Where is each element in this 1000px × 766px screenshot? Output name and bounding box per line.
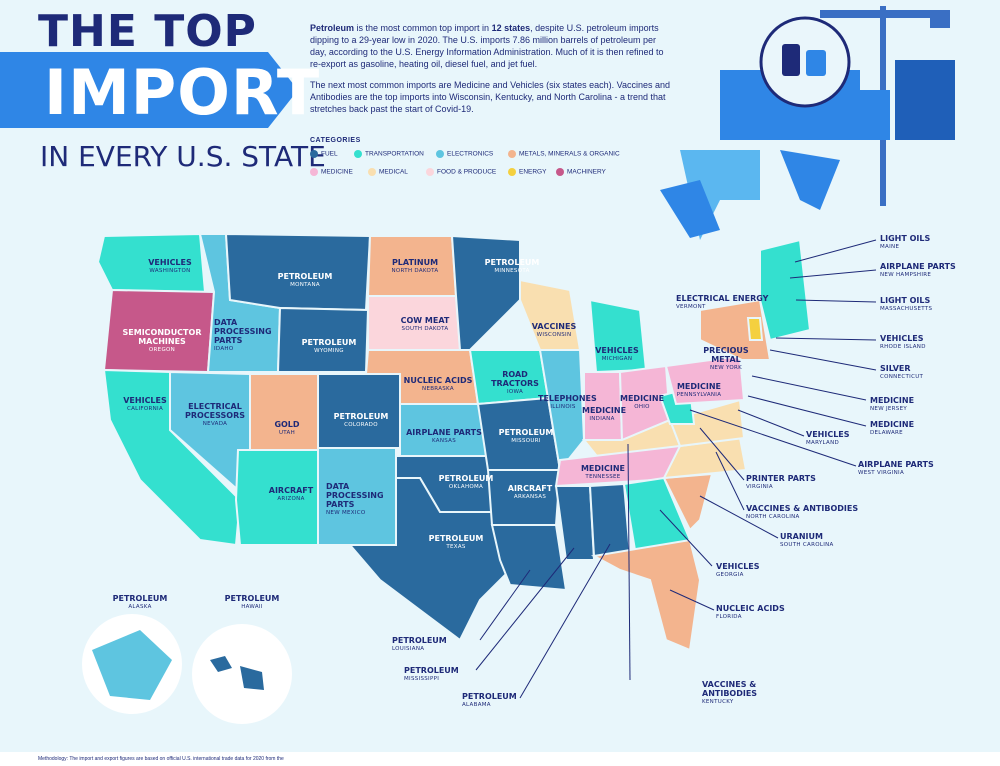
label-wisconsin: VACCINES WISCONSIN	[531, 322, 577, 338]
label-new-york: PRECIOUS METAL NEW YORK	[703, 346, 749, 371]
callout-delaware: MEDICINE DELAWARE	[870, 420, 915, 436]
label-texas: PETROLEUM TEXAS	[428, 534, 484, 550]
intro-paragraph-1: Petroleum is the most common top import …	[310, 23, 664, 69]
label-kansas: AIRPLANE PARTS KANSAS	[406, 428, 482, 444]
callout-louisiana: PETROLEUM LOUISIANA	[392, 636, 447, 652]
state-vermont	[746, 317, 764, 341]
legend-item-machinery: MACHINERY	[556, 168, 606, 176]
callout-virginia: PRINTER PARTS VIRGINIA	[746, 474, 816, 490]
legend-item-medicine: MEDICINE	[310, 168, 353, 176]
legend-item-fuel: FUEL	[310, 150, 338, 158]
state-virginia	[668, 398, 746, 448]
state-utah	[249, 373, 319, 451]
state-texas	[347, 477, 522, 642]
title-banner	[0, 52, 298, 128]
label-oklahoma: PETROLEUM OKLAHOMA	[438, 474, 494, 490]
legend-item-electronics: ELECTRONICS	[436, 150, 493, 158]
label-idaho: DATA PROCESSING PARTS IDAHO	[214, 318, 272, 352]
callout-rhode-island: VEHICLES RHODE ISLAND	[880, 334, 926, 350]
callout-massachusetts: LIGHT OILS MASSACHUSETTS	[880, 296, 933, 312]
label-nebraska: NUCLEIC ACIDS NEBRASKA	[403, 376, 473, 392]
callout-new-hampshire: AIRPLANE PARTS NEW HAMPSHIRE	[880, 262, 956, 278]
label-hawaii: PETROLEUM HAWAII	[224, 594, 280, 610]
callout-west-virginia: AIRPLANE PARTS WEST VIRGINIA	[858, 460, 934, 476]
callout-new-jersey: MEDICINE NEW JERSEY	[870, 396, 915, 412]
callout-alabama: PETROLEUM ALABAMA	[462, 692, 517, 708]
callout-kentucky: VACCINES & ANTIBODIES KENTUCKY	[702, 680, 758, 705]
label-alaska: PETROLEUM ALASKA	[112, 594, 168, 610]
label-ohio: MEDICINE OHIO	[620, 394, 665, 410]
label-tennessee: MEDICINE TENNESSEE	[580, 464, 626, 480]
intro-paragraph-2: The next most common imports are Medicin…	[310, 80, 670, 114]
legend-item-metals: METALS, MINERALS & ORGANIC	[508, 150, 620, 158]
state-alabama	[588, 482, 632, 558]
callout-mississippi: PETROLEUM MISSISSIPPI	[404, 666, 459, 682]
state-florida	[590, 538, 702, 652]
label-south-dakota: COW MEAT SOUTH DAKOTA	[400, 316, 450, 332]
arrows-illustration	[660, 150, 840, 240]
label-nevada: ELECTRICAL PROCESSORS NEVADA	[184, 402, 246, 427]
label-michigan: VEHICLES MICHIGAN	[595, 346, 639, 362]
label-minnesota: PETROLEUM MINNESOTA	[484, 258, 540, 274]
state-arizona	[234, 449, 319, 546]
state-new-york	[699, 298, 772, 361]
label-indiana: MEDICINE INDIANA	[582, 406, 627, 422]
callout-north-carolina: VACCINES & ANTIBODIES NORTH CAROLINA	[746, 504, 859, 520]
label-north-dakota: PLATINUM NORTH DAKOTA	[391, 258, 439, 274]
title-line-1: THE TOP	[38, 6, 257, 57]
label-oregon: SEMICONDUCTOR MACHINES OREGON	[122, 328, 202, 353]
intro-text: Petroleum is the most common top import …	[310, 22, 670, 124]
label-iowa: ROAD TRACTORS IOWA	[491, 370, 539, 395]
state-new-england	[759, 238, 812, 342]
state-wisconsin	[519, 278, 582, 351]
callout-maryland: VEHICLES MARYLAND	[806, 430, 850, 446]
callout-florida: NUCLEIC ACIDS FLORIDA	[716, 604, 785, 620]
label-utah: GOLD UTAH	[274, 420, 300, 436]
label-california: VEHICLES CALIFORNIA	[123, 396, 167, 412]
title-line-3: IN EVERY U.S. STATE	[40, 140, 326, 173]
callout-georgia: VEHICLES GEORGIA	[716, 562, 760, 578]
crane-illustration	[720, 6, 955, 206]
label-arkansas: AIRCRAFT ARKANSAS	[507, 484, 553, 500]
legend-swatch-fuel	[310, 150, 318, 158]
label-washington: VEHICLES WASHINGTON	[148, 258, 192, 274]
title-line-2: IMPORT	[44, 56, 321, 129]
label-colorado: PETROLEUM COLORADO	[333, 412, 389, 428]
state-mississippi	[554, 485, 596, 561]
footer: Methodology: The import and export figur…	[0, 752, 1000, 766]
legend-item-transportation: TRANSPORTATION	[354, 150, 424, 158]
label-pennsylvania: MEDICINE PENNSYLVANIA	[676, 382, 722, 398]
state-louisiana	[490, 524, 568, 592]
label-wyoming: PETROLEUM WYOMING	[301, 338, 357, 354]
label-montana: PETROLEUM MONTANA	[277, 272, 333, 288]
callout-vermont: ELECTRICAL ENERGY VERMONT	[676, 294, 769, 310]
label-new-mexico: DATA PROCESSING PARTS NEW MEXICO	[326, 482, 384, 516]
label-missouri: PETROLEUM MISSOURI	[498, 428, 554, 444]
legend-item-medical: MEDICAL	[368, 168, 408, 176]
callout-maine: LIGHT OILS MAINE	[880, 234, 931, 250]
legend-item-energy: ENERGY	[508, 168, 546, 176]
callout-connecticut: SILVER CONNECTICUT	[880, 364, 924, 380]
label-illinois: TELEPHONES ILLINOIS	[538, 394, 597, 410]
state-minnesota	[450, 234, 521, 351]
callout-south-carolina: URANIUM SOUTH CAROLINA	[780, 532, 834, 548]
state-pennsylvania	[664, 354, 746, 406]
legend-title: CATEGORIES	[310, 137, 361, 144]
state-illinois	[538, 349, 586, 473]
label-arizona: AIRCRAFT ARIZONA	[268, 486, 314, 502]
methodology-text: Methodology: The import and export figur…	[38, 756, 284, 762]
legend-item-food: FOOD & PRODUCE	[426, 168, 496, 176]
state-colorado	[317, 373, 401, 449]
